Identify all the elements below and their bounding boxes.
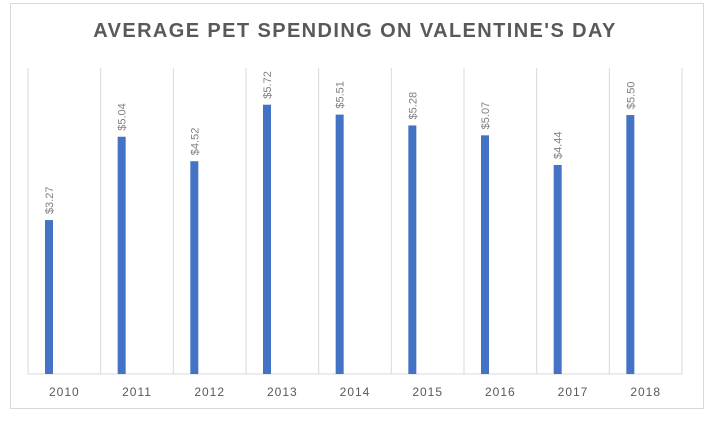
x-tick-2017: 2017 — [558, 385, 589, 399]
data-label-2010: $3.27 — [44, 187, 56, 215]
chart-title: AVERAGE PET SPENDING ON VALENTINE'S DAY — [93, 20, 617, 42]
data-labels-group: $3.27 $5.04 $4.52 $5.72 $5.51 $5.28 $5.07 $4.44… — [44, 71, 637, 214]
bar-2014 — [335, 114, 344, 375]
bar-2018 — [626, 115, 635, 375]
bar-2010 — [45, 220, 53, 374]
bars-group — [45, 104, 635, 375]
x-tick-2016: 2016 — [485, 385, 516, 399]
x-tick-2012: 2012 — [194, 385, 225, 399]
data-label-2014: $5.51 — [335, 81, 347, 109]
x-tick-2011: 2011 — [122, 385, 152, 399]
x-tick-labels-group: 2010 2011 2012 2013 2014 2015 2016 2017 2018 — [49, 385, 661, 399]
bar-2013 — [263, 104, 271, 374]
bar-2016 — [481, 135, 489, 374]
x-tick-2013: 2013 — [267, 385, 298, 399]
x-tick-2015: 2015 — [412, 385, 443, 399]
bar-2011 — [117, 136, 126, 374]
x-tick-2010: 2010 — [49, 385, 80, 399]
bar-2012 — [190, 161, 199, 374]
data-label-2011: $5.04 — [117, 103, 129, 131]
data-label-2016: $5.07 — [480, 102, 492, 130]
data-label-2017: $4.44 — [553, 131, 565, 159]
x-tick-2014: 2014 — [340, 385, 371, 399]
category-gridlines — [27, 68, 683, 374]
data-label-2013: $5.72 — [262, 71, 274, 99]
bar-2017 — [553, 164, 562, 374]
bar-2015 — [408, 125, 417, 375]
data-label-2018: $5.50 — [625, 82, 637, 110]
data-label-2012: $4.52 — [189, 128, 201, 156]
x-tick-2018: 2018 — [630, 385, 661, 399]
data-label-2015: $5.28 — [407, 92, 419, 120]
